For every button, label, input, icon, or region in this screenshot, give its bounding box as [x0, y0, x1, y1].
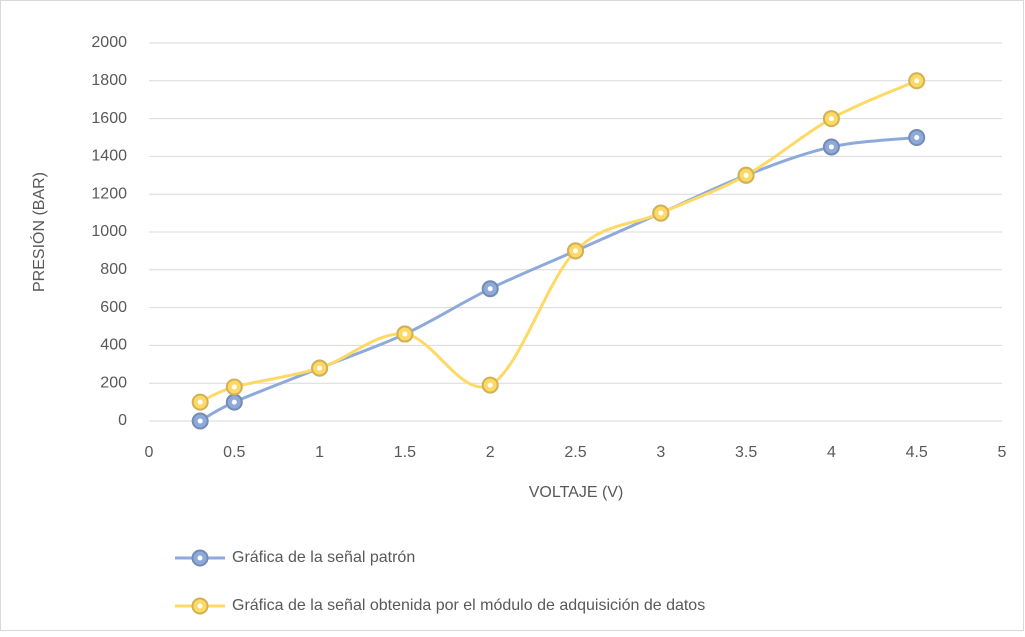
x-tick-label: 1.5: [394, 444, 416, 461]
marker-center: [828, 144, 834, 150]
y-axis-label: PRESIÓN (BAR): [29, 172, 48, 292]
y-tick-label: 800: [100, 261, 127, 278]
marker-center: [487, 382, 493, 388]
marker-center: [914, 78, 920, 84]
legend-marker-center: [197, 555, 203, 561]
legend-label: Gráfica de la señal obtenida por el módu…: [232, 597, 705, 614]
marker-center: [231, 384, 237, 390]
marker-center: [197, 418, 203, 424]
y-tick-label: 0: [118, 412, 127, 429]
y-tick-label: 600: [100, 299, 127, 316]
marker-center: [317, 365, 323, 371]
x-tick-label: 3.5: [735, 444, 757, 461]
y-tick-label: 1200: [91, 185, 127, 202]
marker-center: [197, 399, 203, 405]
marker-center: [231, 399, 237, 405]
x-axis-label: VOLTAJE (V): [529, 484, 624, 501]
marker-center: [487, 286, 493, 292]
marker-center: [914, 135, 920, 140]
y-tick-label: 1800: [91, 72, 127, 89]
x-tick-label: 0.5: [223, 444, 245, 461]
marker-center: [402, 331, 408, 337]
y-tick-label: 1000: [91, 223, 127, 240]
y-tick-label: 2000: [91, 34, 127, 51]
series-line: [199, 79, 918, 404]
marker-center: [573, 248, 578, 254]
y-tick-label: 1600: [91, 110, 127, 127]
x-tick-label: 3: [656, 444, 665, 461]
x-tick-label: 1: [315, 444, 324, 461]
marker-center: [828, 116, 834, 122]
x-tick-label: 2.5: [564, 444, 586, 461]
y-tick-label: 1400: [91, 148, 127, 165]
y-tick-label: 200: [100, 374, 127, 391]
x-tick-label: 0: [145, 444, 154, 461]
legend-marker-center: [197, 603, 203, 609]
series-line: [199, 136, 917, 423]
marker-center: [743, 172, 749, 178]
x-tick-label: 2: [486, 444, 495, 461]
y-tick-label: 400: [100, 337, 127, 354]
x-tick-label: 4: [827, 444, 836, 461]
x-tick-label: 4.5: [906, 444, 928, 461]
marker-center: [658, 210, 664, 216]
legend-label: Gráfica de la señal patrón: [232, 549, 415, 566]
x-tick-label: 5: [998, 444, 1007, 461]
